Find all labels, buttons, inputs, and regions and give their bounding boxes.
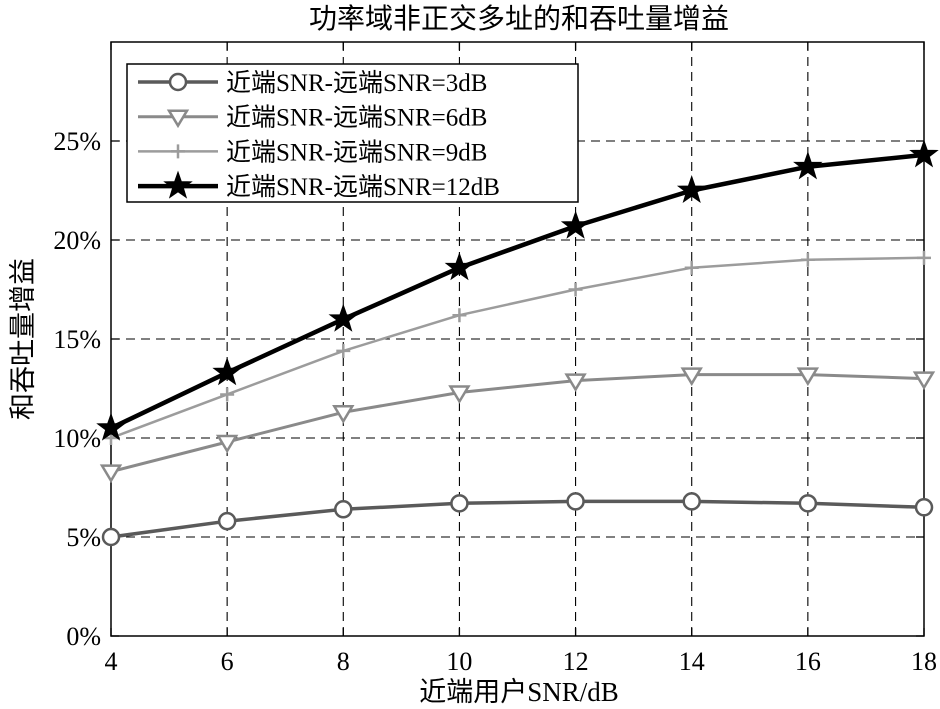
y-tick-label: 20% (53, 226, 101, 255)
x-tick-label: 10 (446, 647, 472, 676)
legend-entry: 近端SNR-远端SNR=12dB (138, 170, 500, 201)
y-tick-label: 25% (53, 127, 101, 156)
data-point (332, 405, 355, 424)
data-point (680, 367, 703, 387)
data-point (212, 357, 242, 386)
data-point (917, 250, 931, 265)
data-point (676, 174, 707, 204)
series-line (110, 499, 925, 539)
legend-label: 近端SNR-远端SNR=3dB (226, 69, 487, 97)
x-tick-label: 12 (563, 647, 589, 676)
legend-marker-icon (171, 144, 185, 159)
x-axis-label: 近端用户SNR/dB (419, 677, 619, 707)
legend-marker-icon (168, 72, 188, 92)
x-tick-label: 18 (911, 647, 937, 676)
data-point (215, 434, 239, 454)
data-point (566, 492, 585, 511)
series-line (110, 152, 925, 431)
y-tick-label: 10% (53, 424, 101, 453)
data-point (334, 500, 353, 519)
y-tick-label: 0% (66, 622, 101, 651)
legend-entry: 近端SNR-远端SNR=6dB (138, 104, 487, 132)
data-point (452, 308, 467, 323)
data-point (796, 367, 820, 387)
data-point (328, 303, 359, 332)
x-tick-label: 8 (337, 647, 350, 676)
y-tick-label: 5% (66, 523, 101, 552)
legend-box (126, 63, 579, 203)
series-line (110, 373, 925, 474)
data-point (560, 210, 591, 239)
y-axis-label: 和吞吐量增益 (8, 258, 38, 420)
legend-entry: 近端SNR-远端SNR=9dB (138, 138, 487, 166)
data-point (96, 412, 126, 441)
data-point (793, 151, 823, 180)
chart-title: 功率域非正交多址的和吞吐量增益 (309, 3, 729, 35)
legend-marker-icon (166, 109, 190, 129)
data-point (682, 492, 701, 511)
legend-marker-icon (163, 170, 193, 199)
y-tick-label: 15% (53, 325, 101, 354)
data-point (568, 282, 583, 297)
data-point (912, 371, 936, 391)
series-line (110, 256, 925, 440)
data-point (444, 252, 475, 281)
series-layer (96, 139, 939, 547)
data-point (448, 385, 471, 404)
data-point (909, 139, 939, 168)
data-point (101, 527, 121, 547)
x-tick-label: 6 (221, 647, 234, 676)
data-point (564, 373, 587, 393)
data-point (798, 494, 818, 513)
legend-label: 近端SNR-远端SNR=6dB (226, 104, 487, 132)
data-point (800, 252, 815, 267)
x-tick-label: 14 (679, 647, 705, 676)
x-tick-label: 16 (795, 647, 821, 676)
axes: 4 6 8 10 12 14 16 18 0% 5% 10% 15% 20% 25% (53, 41, 937, 676)
data-point (914, 498, 934, 517)
data-point (336, 343, 351, 358)
legend-label: 近端SNR-远端SNR=9dB (226, 138, 487, 166)
legend-entry: 近端SNR-远端SNR=3dB (138, 69, 487, 97)
data-point (684, 260, 699, 275)
data-point (450, 494, 469, 513)
legend-label: 近端SNR-远端SNR=12dB (226, 173, 500, 201)
data-point (220, 387, 235, 402)
data-point (99, 464, 123, 484)
legend: 近端SNR-远端SNR=3dB 近端SNR-远端SNR=6dB 近端SNR-远端SN… (126, 63, 579, 203)
x-tick-label: 4 (105, 647, 118, 676)
data-point (217, 511, 237, 531)
